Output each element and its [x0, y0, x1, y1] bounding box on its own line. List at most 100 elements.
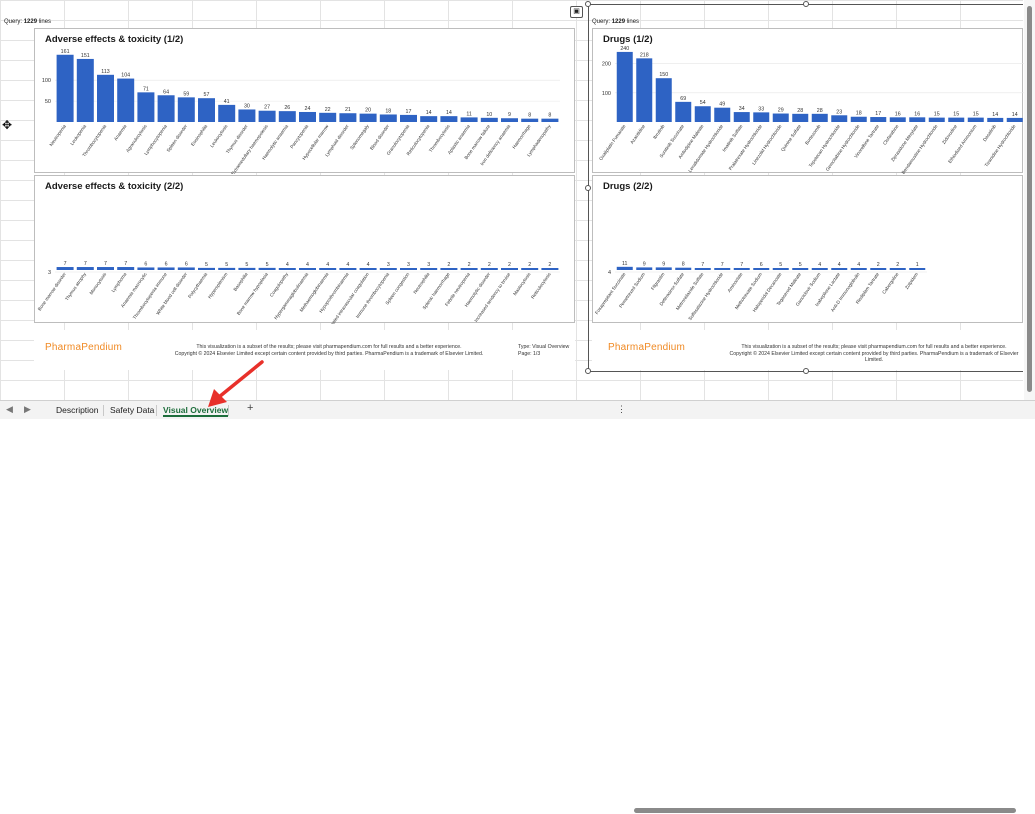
bar[interactable] [218, 267, 236, 270]
bar[interactable] [117, 78, 135, 122]
bar[interactable] [501, 268, 518, 270]
bar[interactable] [753, 112, 770, 122]
bar[interactable] [319, 268, 337, 270]
bar[interactable] [792, 268, 809, 270]
bar[interactable] [400, 268, 417, 270]
tab-safety-data[interactable]: Safety Data [110, 405, 155, 415]
bar[interactable] [97, 267, 114, 270]
bar[interactable] [460, 117, 478, 122]
bar[interactable] [299, 111, 316, 122]
previous-sheet-icon[interactable]: ◀ [6, 404, 13, 414]
bar[interactable] [218, 104, 236, 122]
bar[interactable] [460, 268, 478, 270]
more-options-icon[interactable]: ⋮ [617, 404, 626, 414]
vertical-scrollbar-thumb[interactable] [1027, 6, 1032, 392]
bar[interactable] [928, 117, 945, 122]
bar[interactable] [319, 112, 337, 122]
bar[interactable] [909, 268, 926, 270]
bar[interactable] [733, 112, 750, 122]
bar[interactable] [198, 98, 215, 122]
bar[interactable] [675, 101, 692, 122]
resize-handle[interactable] [803, 1, 809, 7]
bar[interactable] [811, 268, 828, 270]
bar[interactable] [420, 268, 438, 270]
bar[interactable] [831, 268, 848, 270]
bar[interactable] [56, 54, 74, 123]
bar[interactable] [198, 267, 215, 270]
bar[interactable] [480, 268, 498, 270]
bar[interactable] [909, 117, 926, 122]
bar[interactable] [56, 267, 74, 270]
bar[interactable] [440, 116, 458, 122]
resize-handle[interactable] [585, 368, 591, 374]
bar[interactable] [753, 268, 770, 270]
bar[interactable] [714, 107, 731, 122]
bar[interactable] [379, 114, 397, 122]
bar[interactable] [177, 97, 195, 122]
tab-description[interactable]: Description [56, 405, 99, 415]
tab-visual-overview[interactable]: Visual Overview [157, 403, 234, 418]
bar[interactable] [987, 117, 1004, 122]
bar[interactable] [379, 268, 397, 270]
bar[interactable] [177, 267, 195, 270]
bar[interactable] [714, 267, 731, 270]
bar[interactable] [636, 58, 653, 122]
bar[interactable] [655, 267, 672, 270]
bar[interactable] [521, 118, 539, 122]
bar[interactable] [480, 117, 498, 122]
bar[interactable] [772, 113, 789, 122]
bar[interactable] [238, 109, 256, 122]
bar[interactable] [870, 268, 887, 270]
chart-adverse-effects-1[interactable]: Adverse effects & toxicity (1/2) 50 100 16… [34, 28, 575, 174]
bar[interactable] [889, 117, 906, 122]
horizontal-scrollbar[interactable] [630, 806, 1022, 814]
resize-handle[interactable] [585, 1, 591, 7]
bar[interactable] [299, 268, 316, 270]
vertical-scrollbar[interactable] [1024, 0, 1035, 400]
bar[interactable] [258, 267, 276, 270]
image-frame-icon[interactable]: ▣ [570, 6, 583, 18]
bar[interactable] [616, 266, 633, 270]
bar[interactable] [157, 95, 175, 122]
bar[interactable] [792, 113, 809, 122]
bar[interactable] [694, 267, 711, 270]
bar[interactable] [359, 268, 377, 270]
horizontal-scrollbar-thumb[interactable] [634, 808, 1016, 813]
bar[interactable] [1006, 117, 1023, 122]
bar[interactable] [521, 268, 539, 270]
chart-drugs-2[interactable]: Drugs (2/2) 4 11 Fosaprepitant Succinate 9 P… [592, 175, 1023, 323]
next-sheet-icon[interactable]: ▶ [24, 404, 31, 414]
bar[interactable] [772, 268, 789, 270]
chart-adverse-effects-2[interactable]: Adverse effects & toxicity (2/2) 3 7 Bone … [34, 175, 575, 324]
bar[interactable] [655, 78, 672, 122]
bar[interactable] [278, 111, 296, 122]
bar[interactable] [831, 115, 848, 122]
bar[interactable] [420, 116, 438, 122]
bar[interactable] [694, 106, 711, 122]
bar[interactable] [616, 51, 633, 122]
bar[interactable] [870, 117, 887, 122]
bar[interactable] [258, 110, 276, 122]
bar[interactable] [76, 58, 94, 122]
bar[interactable] [339, 268, 357, 270]
bar[interactable] [440, 268, 458, 270]
bar[interactable] [501, 118, 518, 122]
bar[interactable] [541, 118, 559, 122]
bar[interactable] [76, 267, 94, 270]
resize-handle[interactable] [585, 185, 591, 191]
bar[interactable] [97, 74, 114, 122]
bar[interactable] [137, 92, 155, 122]
bar[interactable] [157, 267, 175, 270]
bar[interactable] [636, 267, 653, 270]
bar[interactable] [733, 267, 750, 270]
bar[interactable] [889, 268, 906, 270]
bar[interactable] [541, 268, 559, 270]
bar[interactable] [675, 267, 692, 270]
bar[interactable] [117, 267, 135, 270]
bar[interactable] [278, 268, 296, 270]
bar[interactable] [850, 268, 867, 270]
bar[interactable] [359, 113, 377, 122]
chart-drugs-1[interactable]: Drugs (1/2) 100 200 240 Oxaliplatin Fumarat… [592, 28, 1024, 174]
bar[interactable] [967, 117, 984, 122]
resize-handle[interactable] [803, 368, 809, 374]
